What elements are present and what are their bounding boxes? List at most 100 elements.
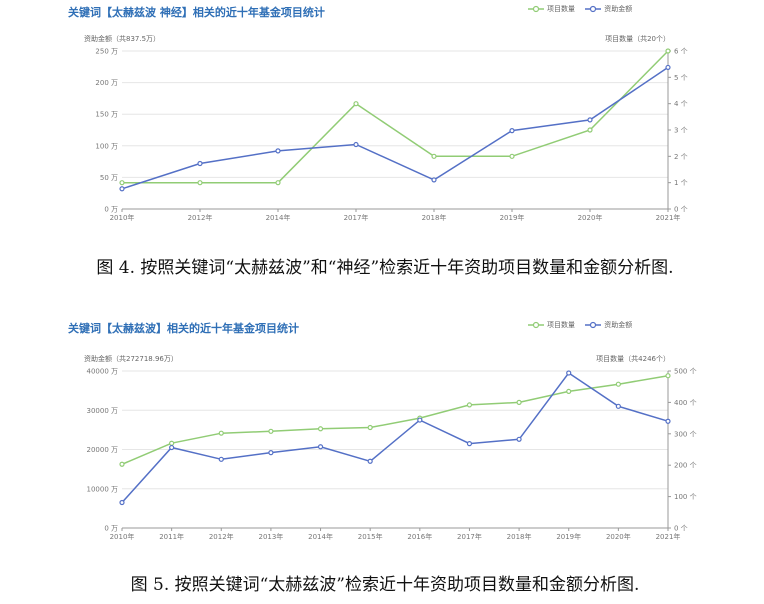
right-axis-title: 项目数量（共4246个） [596, 354, 670, 363]
x-tick-label: 2014年 [266, 213, 291, 222]
left-axis-title: 资助金额（共272718.96万） [84, 354, 178, 363]
data-point-amount [509, 128, 515, 134]
left-tick-label: 0 万 [104, 525, 118, 533]
right-tick-label: 100 个 [674, 493, 697, 501]
data-point-count [197, 180, 203, 186]
line-chart-2: 资助金额（共272718.96万） 项目数量（共4246个） 0 万 10000 万 2… [84, 354, 697, 541]
legend-line-icon [528, 321, 544, 329]
data-point-amount [119, 499, 125, 506]
legend-item-count[interactable]: 项目数量 [528, 320, 575, 330]
data-point-amount [275, 148, 281, 154]
data-point-count [119, 461, 125, 467]
data-point-amount [466, 441, 473, 447]
data-point-amount [268, 450, 274, 456]
legend-line-icon [528, 5, 544, 13]
left-tick-label: 0 万 [104, 206, 118, 214]
right-tick-label: 1 个 [674, 179, 688, 187]
chart-panel-2: 关键词【太赫兹波】相关的近十年基金项目统计 项目数量 资助金额 资助金额（共27… [0, 316, 764, 556]
x-tick-label: 2019年 [500, 213, 525, 222]
x-tick-label: 2010年 [110, 532, 135, 541]
right-tick-label: 5 个 [674, 74, 688, 82]
data-point-count [431, 153, 437, 159]
data-point-count [587, 127, 593, 133]
x-tick-label: 2013年 [258, 532, 283, 541]
left-tick-label: 20000 万 [87, 446, 119, 454]
data-point-amount [417, 417, 423, 423]
legend-line-icon [585, 5, 602, 13]
figure-caption: 图 5. 按照关键词“太赫兹波”检索近十年资助项目数量和金额分析图. [130, 575, 640, 595]
data-point-count [275, 180, 281, 186]
left-tick-label: 150 万 [95, 111, 118, 119]
data-point-count [566, 388, 572, 395]
data-point-count [516, 399, 522, 406]
data-point-amount [218, 456, 224, 462]
legend-item-amount[interactable]: 资助金额 [585, 4, 632, 14]
data-point-amount [119, 186, 125, 192]
x-tick-label: 2017年 [457, 532, 482, 541]
data-point-amount [516, 436, 522, 442]
data-point-count [119, 180, 125, 186]
legend-label: 项目数量 [547, 321, 575, 329]
data-point-amount [587, 117, 593, 123]
chart-title: 关键词【太赫兹波 神经】相关的近十年基金项目统计 [68, 6, 325, 19]
data-point-amount [169, 444, 175, 451]
data-point-count [268, 428, 274, 434]
series-line-count [122, 50, 669, 184]
data-point-count [169, 440, 175, 446]
x-tick-label: 2014年 [308, 532, 333, 541]
data-point-amount [367, 458, 373, 464]
legend-label: 资助金额 [604, 321, 633, 329]
right-tick-label: 4 个 [674, 100, 688, 108]
legend-label: 资助金额 [604, 5, 633, 13]
legend-line-icon [585, 321, 602, 329]
x-tick-label: 2018年 [507, 532, 532, 541]
data-point-count [466, 402, 473, 408]
left-tick-label: 200 万 [95, 79, 118, 87]
right-tick-label: 3 个 [674, 127, 688, 135]
series-line-count [121, 374, 669, 465]
left-tick-label: 50 万 [100, 174, 118, 182]
x-tick-label: 2020年 [578, 213, 603, 222]
data-point-amount [615, 403, 621, 409]
x-tick-label: 2020年 [606, 532, 631, 541]
right-tick-label: 200 个 [674, 462, 697, 470]
data-point-count [509, 153, 515, 159]
right-axis-title: 项目数量（共20个） [605, 34, 670, 43]
data-point-count [317, 426, 324, 432]
data-point-count [615, 381, 621, 387]
left-tick-label: 100 万 [95, 142, 118, 150]
x-tick-label: 2018年 [422, 213, 447, 222]
x-tick-label: 2010年 [110, 213, 135, 222]
right-tick-label: 300 个 [674, 430, 697, 438]
right-tick-label: 400 个 [674, 399, 697, 407]
right-tick-label: 6 个 [674, 48, 688, 56]
legend-item-count[interactable]: 项目数量 [528, 4, 575, 14]
x-tick-label: 2011年 [159, 532, 184, 541]
chart-legend: 项目数量 资助金额 [528, 4, 640, 15]
chart-panel-1: 关键词【太赫兹波 神经】相关的近十年基金项目统计 项目数量 资助金额 资助金额（… [0, 0, 764, 232]
right-tick-label: 0 个 [674, 525, 688, 533]
x-tick-label: 2019年 [556, 532, 581, 541]
data-point-amount [665, 64, 671, 71]
x-tick-label: 2016年 [407, 532, 432, 541]
line-chart-1: 资助金额（共837.5万） 项目数量（共20个） 0 万 50 万 100 万 150 万… [84, 34, 688, 222]
x-tick-label: 2017年 [344, 213, 369, 222]
legend-item-amount[interactable]: 资助金额 [585, 320, 632, 330]
chart-legend: 项目数量 资助金额 [528, 320, 640, 331]
left-tick-label: 40000 万 [87, 368, 119, 376]
data-point-count [665, 373, 671, 379]
data-point-amount [197, 160, 203, 167]
chart-title: 关键词【太赫兹波】相关的近十年基金项目统计 [68, 322, 299, 335]
series-line-amount [121, 371, 669, 504]
left-axis-title: 资助金额（共837.5万） [84, 34, 160, 43]
left-tick-label: 30000 万 [87, 407, 119, 415]
data-point-amount [317, 444, 324, 450]
data-point-count [665, 48, 671, 54]
x-tick-label: 2021年 [656, 532, 681, 541]
x-tick-label: 2021年 [656, 213, 681, 222]
figure-caption: 图 4. 按照关键词“太赫兹波”和“神经”检索近十年资助项目数量和金额分析图. [96, 258, 674, 278]
right-tick-label: 2 个 [674, 153, 688, 161]
legend-label: 项目数量 [547, 5, 575, 13]
data-point-count [353, 101, 359, 107]
right-tick-label: 0 个 [674, 206, 688, 214]
